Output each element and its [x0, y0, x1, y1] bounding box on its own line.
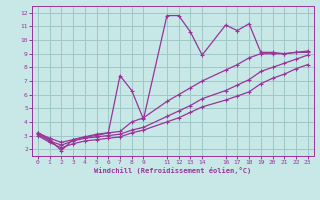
X-axis label: Windchill (Refroidissement éolien,°C): Windchill (Refroidissement éolien,°C) [94, 167, 252, 174]
